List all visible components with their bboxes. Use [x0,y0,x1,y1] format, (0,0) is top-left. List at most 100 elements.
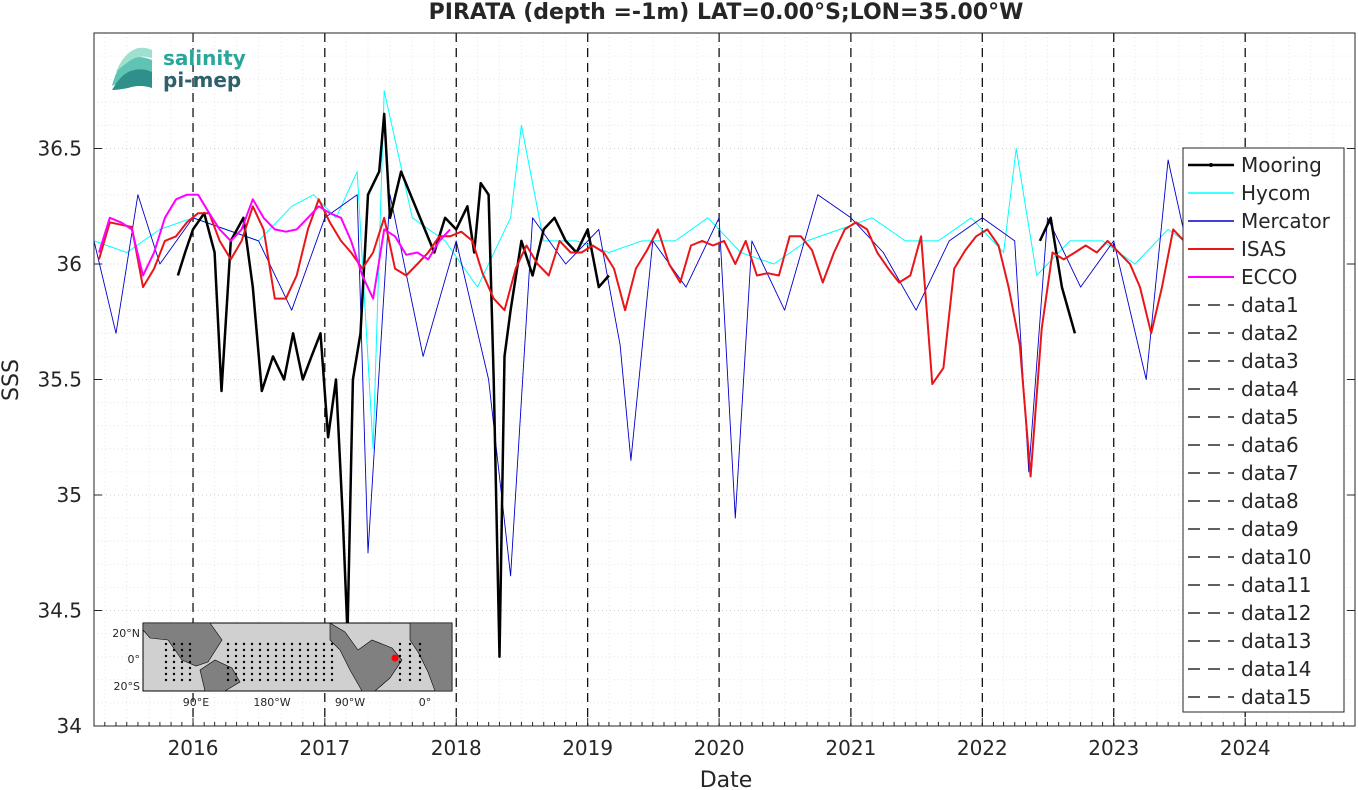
mooring-dot [188,678,192,682]
mooring-dot [172,654,176,658]
mooring-dot [234,660,238,664]
x-tick-label: 2017 [299,736,350,760]
mooring-dot [408,660,412,664]
mooring-dot [314,642,318,646]
y-tick-label: 35 [57,483,82,507]
legend-box [1182,147,1345,713]
mooring-array-dots [164,642,422,682]
mooring-dot [242,642,246,646]
legend-label-mooring: Mooring [1241,153,1322,177]
mooring-dot [418,678,422,682]
legend-label-hycom: Hycom [1241,181,1311,205]
mooring-dot [274,660,278,664]
y-tick-label: 36 [57,252,82,276]
mooring-dot [226,666,230,670]
x-tick-label: 2020 [694,736,745,760]
x-tick-label: 2024 [1220,736,1271,760]
legend: Mooring Hycom Mercator ISAS ECCO data1 data2 da… [1182,147,1345,713]
legend-label-data15: data15 [1241,685,1312,709]
mooring-dot [282,648,286,652]
mooring-dot [314,672,318,676]
mooring-dot [290,660,294,664]
mooring-dot [180,654,184,658]
mooring-dot [306,660,310,664]
x-tick-label: 2016 [168,736,219,760]
legend-label-isas: ISAS [1241,237,1286,261]
mooring-dot [314,666,318,670]
mooring-dot [250,660,254,664]
mooring-dot [164,648,168,652]
mooring-dot [266,666,270,670]
x-tick-label: 2021 [825,736,876,760]
mooring-dot [188,660,192,664]
mooring-dot [398,678,402,682]
mooring-dot [274,666,278,670]
mooring-dot [282,672,286,676]
mooring-dot [330,672,334,676]
mooring-dot [298,654,302,658]
mooring-dot [164,666,168,670]
inset-xtick-0: 0° [419,696,432,709]
mooring-dot [290,678,294,682]
mooring-dot [266,672,270,676]
axis-ticks: 34 34.5 35 35.5 36 36.5 2016 2017 2018 2019 2020 20… [37,33,1355,760]
mooring-dot [290,654,294,658]
logo-text-pi-mep: pi-mep [163,68,241,92]
mooring-dot [242,648,246,652]
mooring-dot [172,642,176,646]
mooring-dot [408,678,412,682]
mooring-dot [306,678,310,682]
mooring-dot [172,678,176,682]
x-tick-label: 2023 [1088,736,1139,760]
mooring-dot [322,666,326,670]
mooring-dot [258,648,262,652]
mooring-dot [398,654,402,658]
x-tick-label: 2018 [431,736,482,760]
mooring-dot [298,660,302,664]
legend-label-data3: data3 [1241,349,1299,373]
series-line-isas [98,198,1185,478]
series-line-mooring [176,112,1077,658]
mooring-dot [266,678,270,682]
inset-xtick-90e: 90°E [183,696,209,709]
mooring-dot [180,642,184,646]
mooring-dot [258,678,262,682]
mooring-dot [242,660,246,664]
legend-label-data10: data10 [1241,545,1312,569]
x-tick-label: 2019 [562,736,613,760]
mooring-dot [258,672,262,676]
mooring-dot [258,642,262,646]
mooring-dot [282,666,286,670]
mooring-dot [266,648,270,652]
series-layer [93,90,1345,658]
mooring-dot [188,666,192,670]
mooring-dot [258,654,262,658]
mooring-dot [408,666,412,670]
landmass-australia [199,659,241,692]
mooring-dot [398,648,402,652]
y-axis-label: SSS [0,359,24,401]
mooring-dot [226,654,230,658]
mooring-dot [274,642,278,646]
mooring-dot [298,666,302,670]
mooring-dot [330,660,334,664]
mooring-dot [266,642,270,646]
mooring-dot [330,642,334,646]
mooring-dot [164,678,168,682]
landmass-americas [329,622,403,692]
mooring-dot [398,642,402,646]
mooring-dot [164,642,168,646]
mooring-dot [408,672,412,676]
inset-map: 20°N 0° 20°S 90°E 180°W 90°W 0° [112,622,453,709]
mooring-dot [234,666,238,670]
mooring-dot [306,648,310,652]
mooring-dot [298,672,302,676]
legend-label-data9: data9 [1241,517,1299,541]
mooring-dot [234,672,238,676]
legend-label-data14: data14 [1241,657,1312,681]
mooring-dot [330,666,334,670]
mooring-dot [250,642,254,646]
mooring-dot [234,648,238,652]
mooring-dot [188,654,192,658]
mooring-dot [226,642,230,646]
